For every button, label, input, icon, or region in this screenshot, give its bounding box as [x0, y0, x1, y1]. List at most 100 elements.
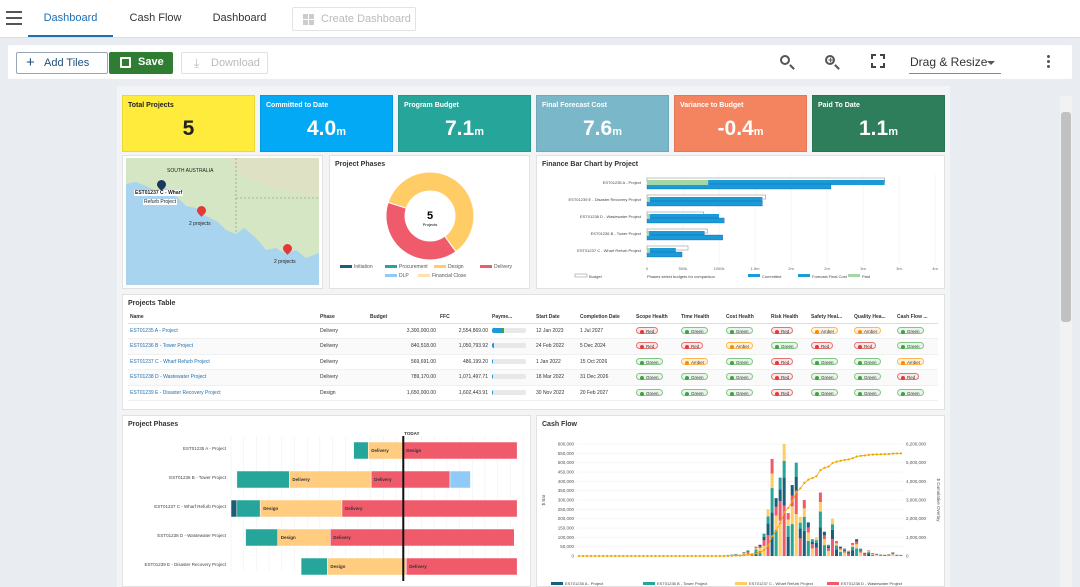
health-cell: Green: [634, 369, 679, 386]
fullscreen-icon[interactable]: [871, 54, 887, 70]
menu-icon[interactable]: [6, 11, 22, 25]
panel-title: Finance Bar Chart by Project: [542, 161, 639, 168]
cumulative-point: [847, 458, 850, 461]
cash-flow-bar: [798, 522, 802, 529]
health-cell: Green: [769, 338, 809, 355]
column-header[interactable]: Name: [128, 311, 318, 324]
map-tooltip-line1: EST01237 C - Wharf: [134, 190, 184, 196]
download-button[interactable]: ⤓ Download: [181, 52, 268, 74]
legend-swatch: [340, 265, 352, 269]
add-tiles-label: Add Tiles: [44, 57, 90, 69]
status-badge: Green: [636, 373, 663, 381]
map-view[interactable]: [126, 158, 319, 285]
table-row[interactable]: EST01239 E - Disaster Recovery Project De…: [128, 385, 938, 401]
cash-flow-bar: [814, 537, 818, 541]
cash-flow-bar: [867, 550, 871, 552]
cumulative-point: [722, 554, 726, 558]
column-header[interactable]: Risk Health: [769, 311, 809, 324]
cumulative-point: [714, 554, 717, 558]
project-link[interactable]: EST01237 C - Wharf Refurb Project: [130, 358, 210, 365]
gantt-bar: [245, 528, 278, 547]
kpi-label: Variance to Budget: [680, 102, 744, 109]
legend-swatch: [748, 274, 760, 277]
payment-other-fill: [500, 327, 504, 333]
cash-flow-bar: [762, 540, 766, 546]
tab-dashboard[interactable]: Dashboard: [28, 0, 113, 37]
column-header[interactable]: Cost Health: [724, 311, 769, 324]
create-dashboard-button[interactable]: Create Dashboard: [292, 7, 416, 31]
table-row[interactable]: EST01236 B - Tower Project Delivery 840,51…: [128, 338, 938, 355]
column-header[interactable]: Start Date: [534, 311, 578, 324]
project-link[interactable]: EST01238 D - Wastewater Project: [130, 374, 207, 381]
status-label: Green: [691, 390, 704, 396]
scrollbar-thumb[interactable]: [1061, 112, 1071, 322]
add-tiles-button[interactable]: + Add Tiles: [16, 52, 108, 74]
tab-cash-flow[interactable]: Cash Flow: [129, 12, 182, 24]
completion-date-cell: 31 Dec 2026: [578, 369, 634, 386]
save-button[interactable]: Save: [109, 52, 173, 74]
gantt-bar-label: Design: [330, 564, 345, 569]
cash-flow-bar: [770, 458, 774, 474]
y-tick-label: 50,000: [560, 544, 574, 549]
mode-select[interactable]: Drag & Resize: [909, 52, 1001, 74]
zoom-in-icon[interactable]: [824, 54, 840, 70]
tab-dashboard-2[interactable]: Dashboard: [212, 12, 267, 24]
cumulative-point: [734, 554, 738, 557]
status-label: Amber: [864, 328, 878, 334]
status-badge: Green: [636, 357, 663, 365]
column-header[interactable]: Scope Health: [634, 311, 679, 324]
paid-bar: [647, 197, 650, 202]
kpi-tile[interactable]: Final Forecast Cost 7.6m: [536, 95, 669, 152]
y2-axis-label: $ Cumulative Overlay: [936, 478, 941, 522]
cumulative-point: [706, 554, 709, 558]
status-label: Green: [821, 375, 834, 381]
column-header[interactable]: Cash Flow ...: [895, 311, 938, 324]
zoom-out-icon[interactable]: [779, 54, 795, 70]
cash-flow-bar: [806, 522, 810, 528]
payment-paid-fill: [492, 327, 501, 333]
finance-bar-chart: 0 500k 1000k 1.5m 2m 2m 3m 3m 4m EST01235 A - Pro…: [569, 174, 938, 279]
project-link[interactable]: EST01236 B - Tower Project: [130, 343, 193, 350]
column-header[interactable]: Safety Heal...: [809, 311, 852, 324]
ffc-bar: [646, 217, 725, 224]
column-header[interactable]: Payme...: [490, 311, 534, 324]
kpi-tile[interactable]: Paid To Date 1.1m: [812, 95, 945, 152]
table-row[interactable]: EST01237 C - Wharf Refurb Project Deliver…: [128, 354, 938, 370]
status-label: Green: [781, 344, 794, 350]
column-header[interactable]: Budget: [368, 311, 438, 324]
cash-flow-bar: [830, 518, 834, 525]
kpi-tile[interactable]: Total Projects 5: [122, 95, 255, 152]
column-header[interactable]: Phase: [318, 311, 368, 324]
cash-flow-bar: [818, 502, 822, 512]
cumulative-point: [581, 554, 585, 558]
column-header[interactable]: Time Health: [679, 311, 724, 324]
legend-label: Delivery: [494, 264, 513, 270]
legend-swatch: [418, 274, 430, 278]
cumulative-point: [606, 554, 609, 558]
kpi-tile[interactable]: Variance to Budget -0.4m: [674, 95, 807, 152]
status-dot: [640, 360, 644, 365]
project-link[interactable]: EST01235 A - Project: [130, 327, 178, 334]
more-options-icon[interactable]: [1047, 55, 1051, 70]
map-tooltip-line2: Refurb Project: [143, 199, 177, 205]
status-label: Green: [864, 359, 877, 365]
column-header[interactable]: Quality Hea...: [852, 311, 895, 324]
cash-flow-bar: [802, 530, 806, 556]
status-badge: Green: [897, 388, 924, 396]
y2-tick-label: 0: [906, 554, 909, 559]
project-link[interactable]: EST01239 E - Disaster Recovery Project: [130, 389, 221, 396]
table-row[interactable]: EST01235 A - Project Delivery 3,300,000.00…: [128, 323, 938, 339]
payment-progress-bar: [492, 343, 526, 349]
kpi-tile[interactable]: Committed to Date 4.0m: [260, 95, 393, 152]
cash-flow-bar: [899, 555, 903, 556]
cumulative-point: [658, 554, 661, 558]
save-icon: [120, 57, 131, 68]
column-header[interactable]: FFC: [438, 311, 490, 324]
cash-flow-bar: [826, 544, 830, 547]
status-badge: Red: [811, 342, 834, 350]
health-cell: Green: [634, 354, 679, 370]
table-row[interactable]: EST01238 D - Wastewater Project Delivery 7…: [128, 369, 938, 386]
kpi-tile[interactable]: Program Budget 7.1m: [398, 95, 531, 152]
cash-flow-chart: 0 50,000 100,000 150,000 200,000 250,000 300,0…: [541, 442, 941, 587]
column-header[interactable]: Completion Date: [578, 311, 634, 324]
